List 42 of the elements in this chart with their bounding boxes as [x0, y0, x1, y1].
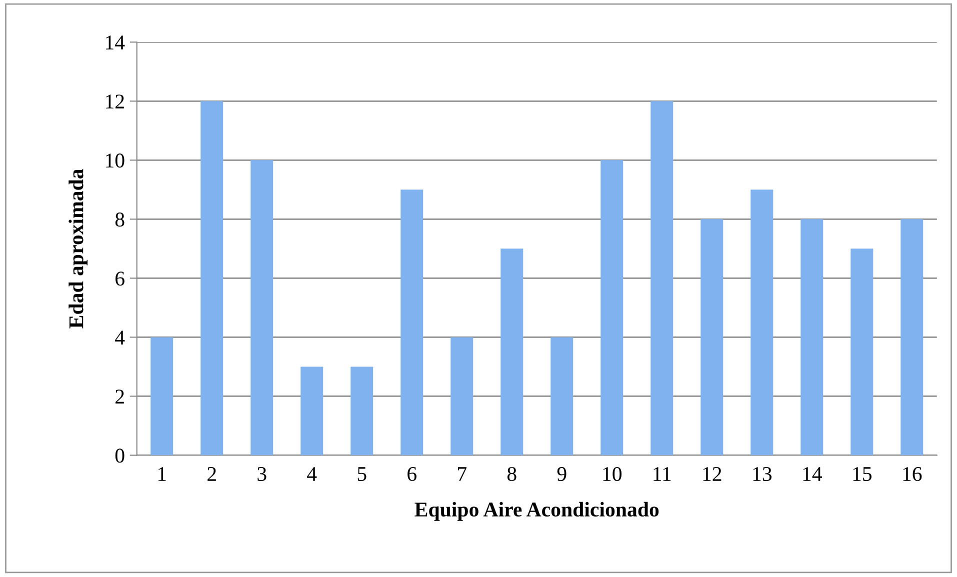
y-tick-label: 2 [116, 390, 124, 404]
x-tick-label: 2 [208, 467, 216, 481]
y-tick-label: 14 [106, 36, 125, 50]
x-tick-label: 1 [158, 467, 166, 481]
bar [200, 101, 224, 456]
x-axis-title: Equipo Aire Acondicionado [414, 502, 659, 521]
x-tick-label: 15 [853, 467, 872, 482]
x-tick-label: 4 [307, 467, 317, 481]
y-axis-title: Edad aproximada [68, 169, 88, 328]
x-tick-label: 7 [458, 467, 466, 481]
x-tick-label: 13 [753, 467, 772, 482]
x-tick-label: 10 [603, 466, 622, 482]
bar [700, 219, 724, 456]
bar [900, 219, 924, 456]
y-tick-label: 12 [106, 94, 124, 108]
y-tick-label: 10 [106, 154, 124, 168]
bar [550, 337, 574, 456]
x-tick-label: 12 [703, 467, 722, 481]
y-tick-label: 4 [115, 330, 125, 344]
bar [500, 248, 524, 456]
y-tick-label: 6 [116, 272, 124, 286]
bar [800, 219, 824, 456]
bar [650, 101, 674, 456]
bar [400, 190, 424, 456]
bar [150, 337, 174, 456]
bar [850, 248, 874, 456]
bar [300, 366, 324, 456]
x-tick-label: 5 [358, 467, 366, 482]
bar [350, 366, 374, 456]
bar [600, 160, 624, 456]
x-tick-label: 6 [408, 467, 416, 482]
x-tick-label: 14 [803, 467, 822, 481]
bar [750, 190, 774, 456]
bar [250, 160, 274, 456]
x-tick-label: 8 [507, 466, 516, 482]
bar [450, 337, 474, 456]
x-tick-label: 11 [654, 467, 671, 481]
x-tick-label: 9 [557, 467, 566, 482]
y-tick-label: 0 [115, 448, 124, 463]
x-tick-label: 16 [903, 467, 922, 482]
y-tick-label: 8 [115, 212, 124, 227]
x-tick-label: 3 [258, 467, 266, 482]
